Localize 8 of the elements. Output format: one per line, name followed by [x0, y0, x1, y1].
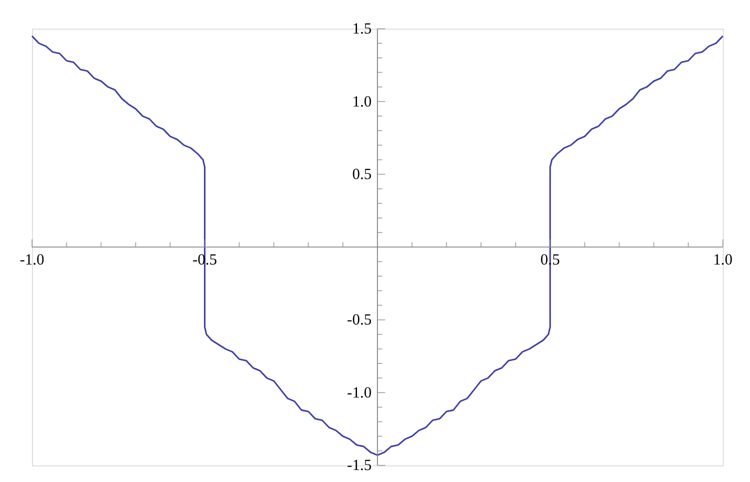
y-tick-label: -1.0: [347, 384, 372, 402]
x-tick-label: -1.0: [20, 252, 45, 269]
y-tick-label: -1.5: [347, 457, 372, 474]
y-tick-label: 1.0: [352, 93, 372, 110]
x-tick-label: 1.0: [713, 252, 733, 269]
y-tick-label: 1.5: [352, 20, 372, 38]
y-tick-label: -0.5: [347, 312, 372, 329]
y-tick-label: 0.5: [352, 166, 372, 184]
